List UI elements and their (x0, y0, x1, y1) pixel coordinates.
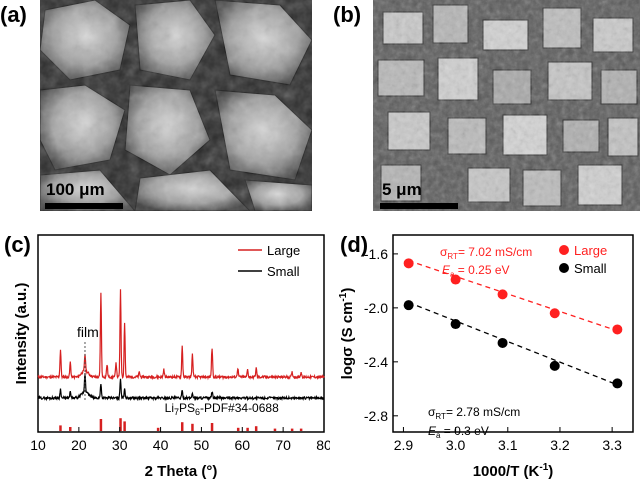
arrhenius-chart: 2.9 3.0 3.1 3.2 3.3 -1.6 -2.0 -2.4 -2.8 1000/T … (338, 234, 634, 480)
data-point-small-3 (549, 360, 560, 371)
annotation-small-sigma: σRT= 2.78 mS/cm (428, 405, 520, 421)
series-line-small (37, 373, 325, 402)
panel-label-a: (a) (0, 2, 27, 27)
sem-image-large-particles (40, 0, 312, 211)
y-axis-label: Intensity (a.u.) (13, 283, 30, 385)
annotation-small-ea: Ea = 0.3 eV (428, 424, 489, 440)
x-tick-label-40: 40 (153, 437, 169, 453)
data-point-small-0 (403, 300, 414, 311)
x-tick-label-70: 70 (275, 437, 291, 453)
panel-label-b: (b) (333, 2, 362, 27)
data-point-large-4 (612, 324, 623, 335)
scale-bar-a (45, 203, 123, 209)
legend-marker-small (559, 263, 569, 273)
x-tick-label-3: 3.2 (550, 437, 570, 453)
x-tick-label-0: 2.9 (394, 437, 414, 453)
x-tick-label-50: 50 (194, 437, 210, 453)
reference-label: Li7PS6-PDF#34-0688 (165, 401, 279, 417)
data-point-large-0 (403, 258, 414, 269)
series-line-large (37, 289, 325, 381)
x-axis-label: 2 Theta (°) (145, 463, 218, 480)
y-axis-ticks: -1.6 -2.0 -2.4 -2.8 (364, 246, 398, 424)
data-point-small-2 (497, 337, 508, 348)
data-point-large-2 (497, 289, 508, 300)
y-axis-label: logσ (S cm-1) (338, 288, 356, 380)
legend-entry-small: Small (574, 261, 607, 276)
x-tick-label-10: 10 (30, 437, 46, 453)
xrd-chart: film Li7PS6-PDF#34-0688 10 20 30 40 50 60 70 80… (13, 234, 330, 480)
y-tick-label-3: -2.8 (364, 408, 388, 424)
sem-image-small-particles (373, 0, 640, 211)
x-tick-label-4: 3.3 (602, 437, 622, 453)
x-tick-label-30: 30 (112, 437, 128, 453)
scale-text-b: 5 μm (382, 180, 422, 199)
arrhenius-plot-frame (392, 234, 634, 433)
fit-line-large (408, 260, 618, 332)
scale-bar-b (380, 203, 458, 209)
data-point-large-3 (549, 308, 560, 319)
x-axis-label: 1000/T (K-1) (473, 462, 554, 480)
legend: Large Small (559, 243, 607, 276)
y-tick-label-2: -2.4 (364, 354, 388, 370)
data-point-small-4 (612, 378, 623, 389)
x-tick-label-2: 3.1 (498, 437, 518, 453)
annotation-large-ea: Ea = 0.25 eV (442, 263, 510, 279)
data-point-large-1 (450, 274, 461, 285)
x-axis-ticks: 10 20 30 40 50 60 70 80 (30, 427, 330, 453)
y-tick-label-0: -1.6 (364, 246, 388, 262)
y-tick-label-1: -2.0 (364, 300, 388, 316)
x-tick-label-80: 80 (316, 437, 330, 453)
legend-entry-small: Small (267, 264, 300, 279)
panel-label-c: (c) (4, 232, 31, 257)
x-tick-label-20: 20 (71, 437, 87, 453)
scale-text-a: 100 μm (46, 180, 105, 199)
annotation-large-sigma: σRT= 7.02 mS/cm (440, 245, 532, 261)
legend-marker-large (559, 245, 569, 255)
film-annotation: film (77, 324, 99, 340)
data-series (403, 258, 623, 389)
legend: Large Small (238, 243, 300, 279)
x-axis-ticks: 2.9 3.0 3.1 3.2 3.3 (394, 427, 622, 453)
panel-label-d: (d) (340, 232, 369, 257)
fit-line-small (408, 301, 618, 386)
x-tick-label-60: 60 (234, 437, 250, 453)
data-point-small-1 (450, 319, 461, 330)
legend-entry-large: Large (267, 243, 300, 258)
xrd-plot-frame (37, 234, 325, 433)
legend-entry-large: Large (574, 243, 607, 258)
reference-peaks (59, 418, 303, 431)
x-tick-label-1: 3.0 (446, 437, 466, 453)
